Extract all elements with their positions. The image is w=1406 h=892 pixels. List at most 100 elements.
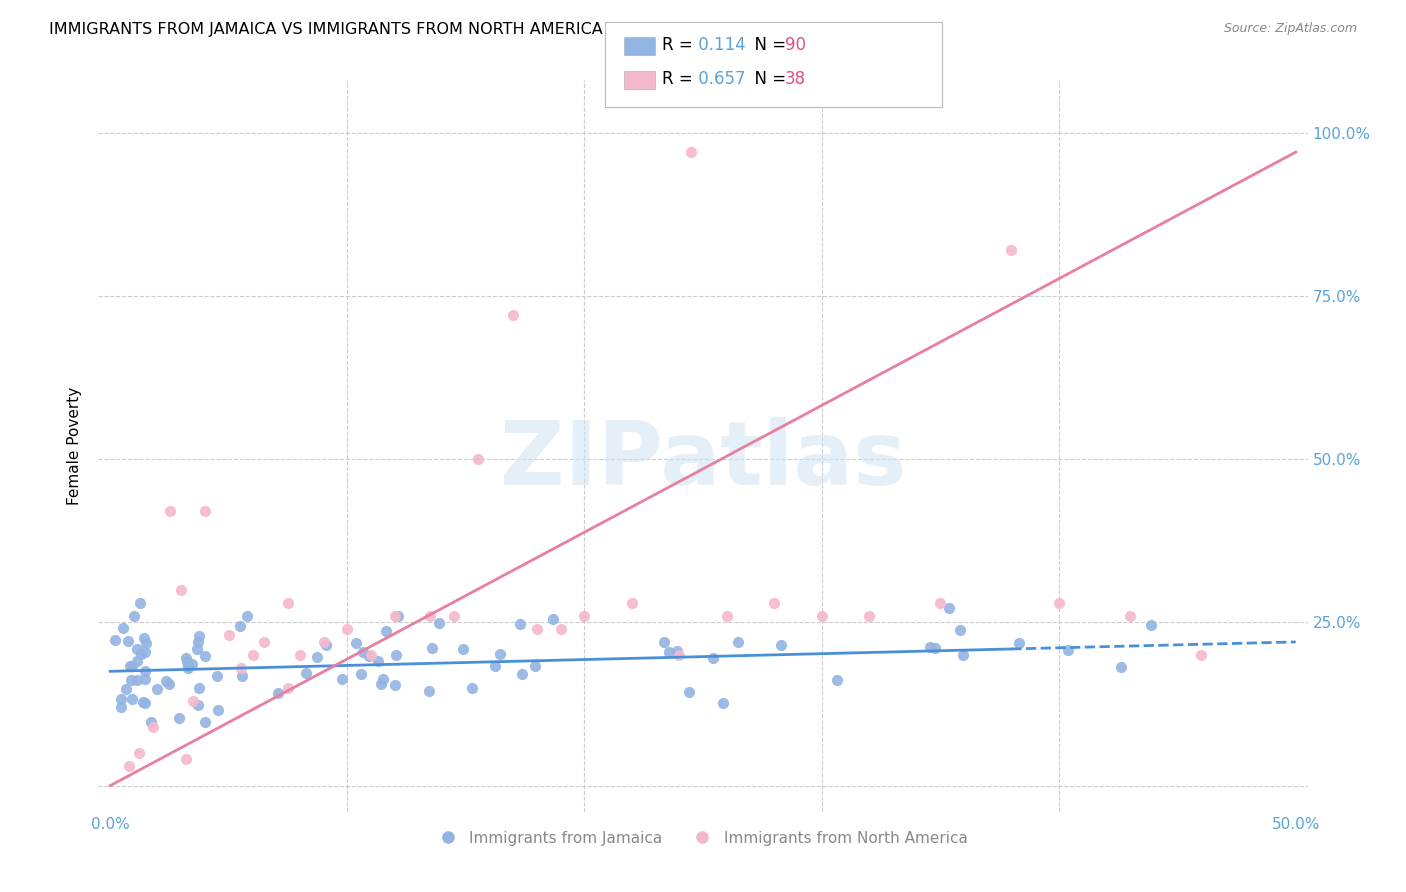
Point bbox=[484, 659, 506, 673]
Point bbox=[374, 624, 396, 638]
Point bbox=[218, 628, 240, 642]
Point bbox=[187, 681, 209, 695]
Legend: Immigrants from Jamaica, Immigrants from North America: Immigrants from Jamaica, Immigrants from… bbox=[433, 823, 973, 852]
Point bbox=[810, 608, 832, 623]
Point bbox=[104, 633, 127, 648]
Point bbox=[135, 636, 157, 650]
Point bbox=[357, 648, 380, 663]
Point bbox=[373, 672, 395, 686]
Point bbox=[711, 697, 734, 711]
Point bbox=[949, 623, 972, 637]
Point bbox=[128, 746, 150, 760]
Point bbox=[267, 686, 290, 700]
Point bbox=[169, 711, 191, 725]
Text: Source: ZipAtlas.com: Source: ZipAtlas.com bbox=[1223, 22, 1357, 36]
Point bbox=[127, 642, 149, 657]
Point bbox=[716, 608, 738, 623]
Point bbox=[139, 714, 162, 729]
Point bbox=[924, 641, 946, 656]
Point bbox=[242, 648, 264, 662]
Point bbox=[727, 635, 749, 649]
Text: R =: R = bbox=[662, 70, 699, 88]
Text: N =: N = bbox=[744, 70, 792, 88]
Point bbox=[666, 644, 689, 658]
Point bbox=[460, 681, 482, 695]
Point bbox=[134, 645, 156, 659]
Text: IMMIGRANTS FROM JAMAICA VS IMMIGRANTS FROM NORTH AMERICA FEMALE POVERTY CORRELAT: IMMIGRANTS FROM JAMAICA VS IMMIGRANTS FR… bbox=[49, 22, 928, 37]
Point bbox=[352, 645, 374, 659]
Point bbox=[155, 673, 177, 688]
Point bbox=[186, 642, 208, 657]
Point bbox=[110, 692, 132, 706]
Point bbox=[132, 695, 155, 709]
Point bbox=[502, 309, 524, 323]
Point bbox=[177, 659, 200, 673]
Point bbox=[181, 694, 204, 708]
Point bbox=[1000, 243, 1022, 257]
Point bbox=[129, 647, 152, 661]
Point bbox=[512, 666, 534, 681]
Point bbox=[132, 631, 155, 645]
Point bbox=[295, 665, 318, 680]
Point bbox=[681, 145, 703, 160]
Point bbox=[181, 657, 204, 672]
Point bbox=[120, 673, 142, 687]
Point bbox=[177, 661, 200, 675]
Point bbox=[134, 697, 156, 711]
Point bbox=[1008, 636, 1031, 650]
Point bbox=[142, 720, 165, 734]
Point bbox=[315, 639, 337, 653]
Point bbox=[125, 654, 148, 668]
Point bbox=[114, 681, 136, 696]
Text: 0.114: 0.114 bbox=[693, 37, 747, 54]
Point bbox=[443, 608, 465, 623]
Point bbox=[146, 682, 169, 697]
Point bbox=[121, 659, 143, 673]
Point bbox=[336, 622, 359, 636]
Point bbox=[360, 648, 382, 662]
Point bbox=[1119, 608, 1142, 623]
Point bbox=[187, 698, 209, 712]
Point bbox=[938, 601, 960, 615]
Point bbox=[420, 640, 443, 655]
Point bbox=[825, 673, 848, 687]
Point bbox=[952, 648, 974, 662]
Point bbox=[526, 622, 548, 636]
Point bbox=[129, 596, 152, 610]
Point bbox=[124, 609, 146, 624]
Point bbox=[277, 596, 299, 610]
Point bbox=[385, 648, 408, 662]
Point bbox=[117, 633, 139, 648]
Point bbox=[194, 504, 217, 518]
Point bbox=[858, 608, 880, 623]
Point bbox=[763, 596, 786, 610]
Point bbox=[489, 647, 512, 661]
Point bbox=[419, 608, 441, 623]
Point bbox=[120, 659, 142, 673]
Point bbox=[125, 673, 148, 688]
Point bbox=[170, 582, 193, 597]
Text: ZIPatlas: ZIPatlas bbox=[501, 417, 905, 504]
Point bbox=[277, 681, 299, 695]
Point bbox=[236, 609, 259, 624]
Point bbox=[929, 596, 952, 610]
Point bbox=[229, 618, 252, 632]
Point bbox=[427, 615, 450, 630]
Point bbox=[367, 654, 389, 668]
Point bbox=[918, 640, 941, 654]
Point bbox=[134, 664, 156, 678]
Point bbox=[387, 609, 409, 624]
Point bbox=[176, 655, 198, 669]
Point bbox=[668, 648, 690, 662]
Point bbox=[231, 669, 253, 683]
Point bbox=[194, 714, 217, 729]
Text: 90: 90 bbox=[785, 37, 806, 54]
Point bbox=[384, 608, 406, 623]
Point bbox=[652, 634, 675, 648]
Point bbox=[307, 650, 329, 665]
Point bbox=[193, 648, 215, 663]
Point bbox=[118, 759, 141, 773]
Point bbox=[541, 612, 564, 626]
Text: R =: R = bbox=[662, 37, 699, 54]
Text: 0.657: 0.657 bbox=[693, 70, 745, 88]
